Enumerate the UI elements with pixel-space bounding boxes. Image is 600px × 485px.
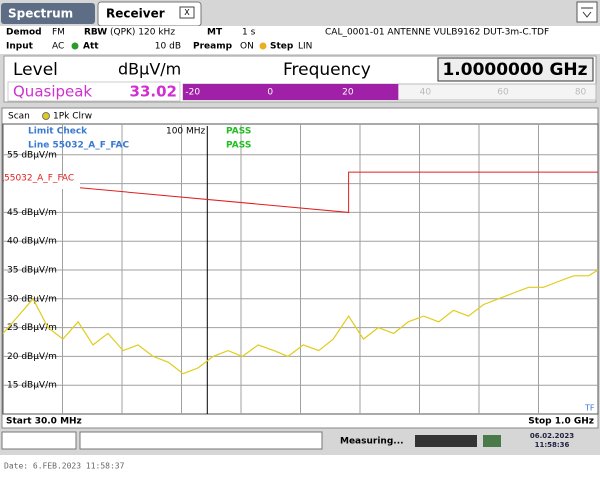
tab-label: Receiver — [106, 7, 165, 21]
setting-value: AC — [52, 42, 64, 52]
meter-tick-label: 60 — [497, 88, 509, 98]
status-dot — [259, 42, 267, 50]
setting-value: (QPK) 120 kHz — [110, 28, 175, 38]
status-field — [1, 431, 77, 450]
setting-value: 10 dB — [155, 42, 181, 52]
limit-check-result: PASS — [226, 127, 251, 137]
setting-label: RBW — [84, 28, 107, 38]
y-tick-label: 40 dBµV/m — [7, 237, 57, 247]
detector: Quasipeak — [13, 83, 92, 101]
setting-label: Att — [83, 42, 99, 52]
y-tick-label: 20 dBµV/m — [7, 352, 57, 362]
level-meter: -20 0 20 40 60 80 — [182, 83, 597, 101]
progress-bar — [415, 435, 477, 447]
setting-label: Demod — [6, 28, 42, 38]
stop-label: Stop 1.0 GHz — [528, 417, 594, 427]
y-tick-label: 25 dBµV/m — [7, 323, 57, 333]
transducer: CAL_0001-01 ANTENNE VULB9162 DUT-3m-C.TD… — [325, 28, 549, 38]
setting-value: FM — [52, 28, 65, 38]
meter-bar — [183, 84, 399, 100]
meter-tick-label: 40 — [420, 88, 432, 98]
status-date: 06.02.2023 — [530, 432, 574, 440]
status-dot — [71, 42, 79, 50]
tf-flag: TF — [584, 404, 595, 413]
readout-label: Frequency — [283, 60, 371, 80]
setting-label: Preamp — [193, 42, 233, 52]
level-value: 33.02 — [130, 83, 177, 101]
readout-label: Level — [13, 60, 58, 80]
limit-check-title: Limit Check — [28, 127, 88, 137]
tab-label: Spectrum — [8, 7, 73, 21]
limit-line-name: 55032_A_F_FAC — [4, 174, 74, 184]
y-tick-label: 55 dBµV/m — [7, 150, 57, 160]
trace — [2, 269, 599, 375]
detector-box — [7, 81, 181, 102]
meter-tick-label: 80 — [575, 88, 587, 98]
graph-header: Scan — [8, 112, 30, 122]
setting-value: ON — [240, 42, 254, 52]
marker-label: 100 MHz — [166, 127, 206, 137]
setting-value: 1 s — [242, 28, 256, 38]
y-tick-label: 45 dBµV/m — [7, 208, 57, 218]
meter-tick-label: -20 — [185, 88, 200, 98]
start-label: Start 30.0 MHz — [6, 417, 82, 427]
tab[interactable] — [1, 3, 95, 24]
frequency-value: 1.0000000 GHz — [442, 60, 587, 80]
meter-tick-label: 0 — [267, 88, 273, 98]
footer: Date: 6.FEB.2023 11:58:37 — [4, 462, 125, 471]
setting-label: Input — [6, 42, 34, 52]
setting-label: MT — [207, 28, 223, 38]
setting-label: Step — [270, 42, 294, 52]
readout-unit: dBµV/m — [118, 60, 181, 79]
trace-label: 1Pk Clrw — [53, 112, 92, 122]
close-icon: X — [184, 8, 190, 17]
y-tick-label: 35 dBµV/m — [7, 266, 57, 276]
status-field — [79, 431, 323, 450]
menu-icon — [581, 7, 593, 18]
trace-dot — [42, 112, 50, 120]
menu-button[interactable] — [576, 1, 598, 23]
setting-value: LIN — [298, 42, 312, 52]
limit-line-result: PASS — [226, 141, 251, 151]
status-time: 11:58:36 — [535, 441, 570, 449]
frequency-box[interactable] — [437, 57, 594, 82]
limit-line-label: Line 55032_A_F_FAC — [28, 141, 129, 151]
limit-line — [2, 171, 598, 213]
settings-bar — [0, 26, 600, 54]
plot: 15 dBµV/m20 dBµV/m25 dBµV/m30 dBµV/m35 d… — [2, 124, 599, 414]
close-button[interactable] — [179, 6, 195, 19]
meter-tick-label: 20 — [342, 88, 354, 98]
status-icon — [483, 435, 501, 447]
status-state: Measuring... — [340, 437, 404, 447]
y-tick-label: 15 dBµV/m — [7, 381, 57, 391]
limit-label-bg — [4, 178, 80, 189]
